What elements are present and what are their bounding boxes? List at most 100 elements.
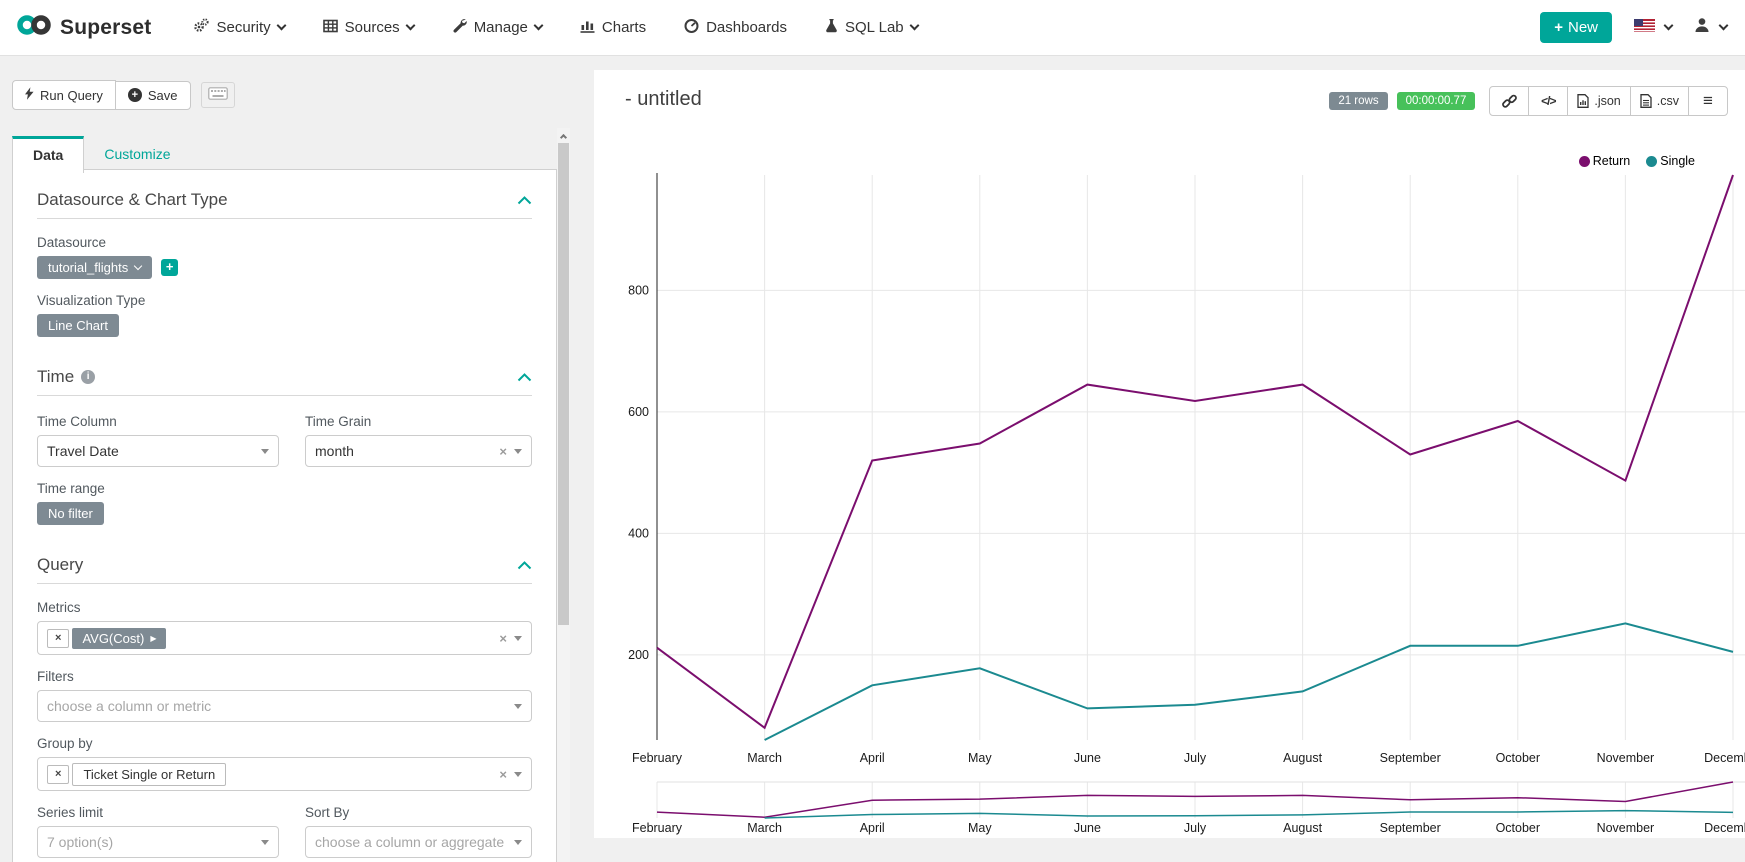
language-selector[interactable] (1634, 18, 1674, 37)
chart-menu-button[interactable]: ≡ (1688, 86, 1728, 116)
remove-token-icon[interactable]: × (47, 764, 70, 784)
groupby-select[interactable]: × Ticket Single or Return × (37, 757, 532, 791)
time-grain-select[interactable]: month × (305, 435, 532, 467)
nav-label: Security (216, 19, 271, 36)
time-range-label: Time range (37, 481, 105, 496)
chevron-down-icon (133, 261, 143, 271)
tab-data[interactable]: Data (12, 136, 85, 173)
svg-text:August: August (1283, 821, 1322, 835)
infinity-logo-icon (16, 14, 52, 41)
bar-chart-icon (580, 19, 595, 37)
metric-token[interactable]: AVG(Cost) ▶ (72, 627, 167, 649)
time-range-button[interactable]: No filter (37, 502, 104, 525)
svg-text:March: March (747, 751, 782, 765)
share-link-button[interactable] (1489, 86, 1530, 116)
series-limit-label: Series limit (37, 805, 104, 820)
lightning-bolt-icon (25, 87, 34, 103)
scrollbar-thumb[interactable] (558, 143, 569, 625)
nav-item-sources[interactable]: Sources (322, 19, 416, 37)
metrics-label: Metrics (37, 600, 81, 615)
brand-name: Superset (60, 15, 152, 39)
line-chart-canvas[interactable]: February February March March April April May M… (594, 70, 1745, 838)
viz-type-label: Visualization Type (37, 293, 146, 308)
caret-down-icon (514, 703, 522, 709)
plus-circle-icon: + (127, 88, 142, 102)
panel-tabs: Data Customize (12, 136, 191, 173)
chart-legend: Return Single (1578, 154, 1695, 168)
series-dot-icon (1646, 155, 1658, 167)
nav-item-sql-lab[interactable]: SQL Lab (825, 18, 920, 37)
clear-icon[interactable]: × (499, 766, 507, 782)
keyboard-icon (207, 87, 228, 103)
panel-scrollbar[interactable] (557, 128, 570, 862)
explore-control-panel: Run Query + Save Data Customize Dataso (0, 56, 594, 862)
section-time[interactable]: Time i (37, 367, 532, 387)
query-duration-badge: 00:00:00.77 (1396, 92, 1476, 110)
superset-logo[interactable]: Superset (16, 14, 151, 41)
clear-icon[interactable]: × (499, 630, 507, 646)
chart-title[interactable]: - untitled (625, 88, 702, 110)
filters-select[interactable]: choose a column or metric (37, 690, 532, 722)
chevron-down-icon (276, 20, 287, 31)
time-column-select[interactable]: Travel Date (37, 435, 279, 467)
svg-text:September: September (1380, 821, 1441, 835)
series-limit-select[interactable]: 7 option(s) (37, 826, 279, 858)
groupby-label: Group by (37, 736, 93, 751)
viz-type-select[interactable]: Line Chart (37, 314, 119, 337)
chevron-up-icon (517, 372, 532, 381)
datasource-select[interactable]: tutorial_flights (37, 256, 153, 279)
user-menu[interactable] (1694, 17, 1729, 38)
chevron-down-icon (1718, 20, 1729, 31)
nav-item-manage[interactable]: Manage (452, 18, 544, 37)
hamburger-icon: ≡ (1703, 91, 1713, 110)
plus-icon: + (1554, 19, 1563, 36)
metrics-select[interactable]: × AVG(Cost) ▶ × (37, 621, 532, 655)
nav-item-dashboards[interactable]: Dashboards (684, 18, 787, 37)
expand-caret-icon: ▶ (150, 633, 157, 643)
query-toolbar: Run Query + Save (12, 80, 235, 110)
time-grain-label: Time Grain (305, 414, 372, 429)
row-count-badge: 21 rows (1329, 92, 1388, 110)
svg-text:May: May (968, 751, 992, 765)
svg-text:April: April (860, 751, 885, 765)
export-csv-button[interactable]: .csv (1629, 86, 1689, 116)
svg-text:February: February (632, 821, 683, 835)
us-flag-icon (1634, 18, 1655, 37)
file-chart-icon (1577, 94, 1590, 108)
code-icon: </> (1541, 94, 1556, 108)
remove-token-icon[interactable]: × (47, 628, 70, 648)
groupby-token[interactable]: Ticket Single or Return (72, 762, 227, 786)
legend-item-return[interactable]: Return (1578, 154, 1630, 168)
svg-text:December: December (1704, 821, 1745, 835)
section-title: Query (37, 555, 84, 574)
export-json-button[interactable]: .json (1567, 86, 1631, 116)
new-button[interactable]: + New (1540, 12, 1612, 43)
keyboard-shortcuts-button[interactable] (200, 82, 235, 108)
run-query-button[interactable]: Run Query (12, 80, 116, 110)
save-button[interactable]: + Save (114, 80, 191, 110)
section-datasource-chart-type[interactable]: Datasource & Chart Type (37, 190, 532, 210)
divider (37, 395, 532, 396)
nav-item-security[interactable]: Security (193, 18, 287, 37)
add-datasource-button[interactable]: + (161, 259, 179, 277)
embed-code-button[interactable]: </> (1528, 86, 1569, 116)
nav-label: SQL Lab (844, 19, 904, 36)
svg-text:July: July (1184, 751, 1207, 765)
legend-item-single[interactable]: Single (1646, 154, 1695, 168)
link-icon (1501, 94, 1517, 108)
svg-text:October: October (1496, 751, 1540, 765)
scroll-up-arrow-icon[interactable] (557, 128, 570, 142)
caret-down-icon (514, 771, 522, 777)
section-query[interactable]: Query (37, 555, 532, 575)
tab-customize[interactable]: Customize (104, 146, 171, 162)
svg-text:600: 600 (628, 405, 649, 419)
caret-down-icon (514, 839, 522, 845)
sort-by-select[interactable]: choose a column or aggregate f... (305, 826, 532, 858)
series-dot-icon (1578, 155, 1590, 167)
nav-item-charts[interactable]: Charts (580, 19, 646, 37)
info-icon: i (81, 370, 96, 384)
svg-text:November: November (1597, 751, 1655, 765)
clear-icon[interactable]: × (499, 443, 507, 459)
svg-text:June: June (1074, 751, 1101, 765)
chevron-down-icon (909, 20, 920, 31)
